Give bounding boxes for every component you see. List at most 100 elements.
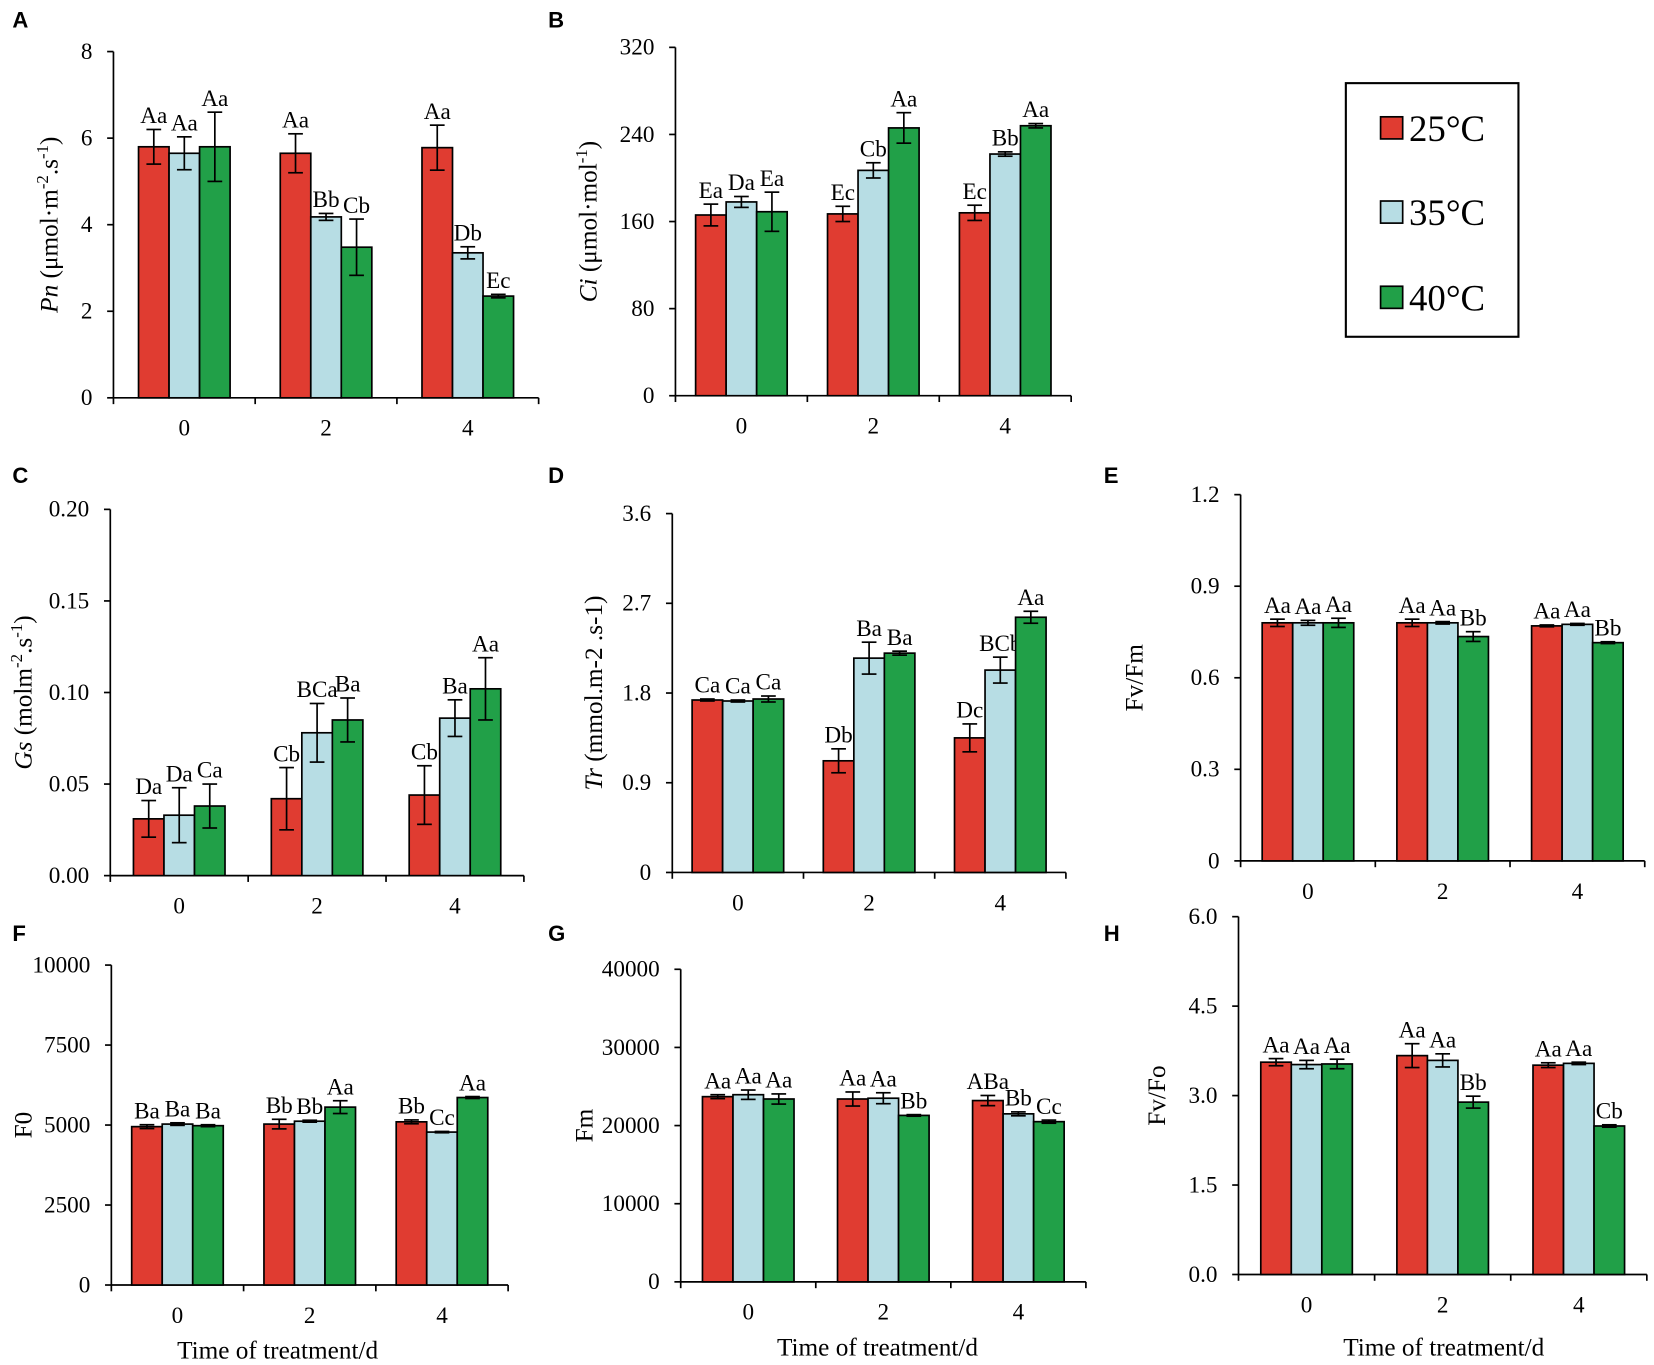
significance-letter-c-35-c-day-4: Ba (442, 674, 468, 700)
y-axis-title-e: Fv/Fm (1121, 644, 1149, 712)
y-axis-title-part: Pn (36, 285, 64, 314)
significance-letter-e-40-c-day-0: Aa (1325, 592, 1352, 618)
error-bar-d-40-c-day-0 (761, 695, 776, 703)
bar-a-25-c-day-4 (421, 146, 454, 399)
bar-a-35-c-day-2 (309, 216, 343, 399)
error-bar-g-40-c-day-4 (1041, 1119, 1057, 1125)
y-axis-title-part: Tr (580, 768, 608, 791)
significance-letter-e-25-c-day-4: Aa (1533, 599, 1560, 625)
x-axis-title-g: Time of treatment/d (777, 1334, 978, 1362)
bar-h-35-c-day-2 (1426, 1059, 1459, 1276)
significance-letter-h-35-c-day-4: Aa (1565, 1036, 1592, 1062)
bar-h-40-c-day-0 (1320, 1063, 1354, 1276)
significance-letter-f-35-c-day-2: Bb (296, 1094, 323, 1120)
y-tick-label: 10000 (32, 952, 90, 978)
bar-f-25-c-day-2 (263, 1123, 296, 1286)
x-tick-label: 2 (863, 890, 875, 916)
significance-letter-h-25-c-day-2: Aa (1399, 1017, 1426, 1043)
legend: 25°C 35°C 40°C (1344, 82, 1520, 338)
error-bar-a-40-c-day-0 (207, 111, 223, 183)
error-bar-f-35-c-day-2 (302, 1119, 318, 1124)
bar-g-40-c-day-0 (762, 1098, 795, 1283)
panel-label-a: A (12, 7, 28, 32)
significance-letter-e-40-c-day-2: Bb (1460, 605, 1487, 631)
y-tick-label: 0.00 (49, 863, 90, 889)
error-bar-d-35-c-day-0 (730, 699, 746, 703)
error-bar-a-40-c-day-2 (349, 218, 364, 277)
bar-b-25-c-day-4 (958, 211, 991, 397)
significance-letter-d-40-c-day-4: Aa (1017, 585, 1044, 611)
bar-e-25-c-day-2 (1396, 621, 1429, 862)
error-bar-h-35-c-day-4 (1571, 1061, 1587, 1066)
bar-a-40-c-day-0 (198, 145, 231, 399)
bar-d-25-c-day-4 (953, 737, 986, 874)
bar-h-25-c-day-0 (1259, 1061, 1293, 1276)
y-axis-title-part: -1 (33, 145, 52, 159)
significance-letter-b-35-c-day-4: Bb (992, 126, 1019, 152)
y-tick-label: 3.6 (622, 501, 651, 527)
y-tick-label: 0.9 (622, 770, 651, 796)
significance-letter-g-40-c-day-2: Bb (900, 1088, 927, 1114)
y-tick-label: 0.3 (1191, 757, 1220, 783)
significance-letter-g-25-c-day-0: Aa (704, 1068, 731, 1094)
y-tick-label: 240 (620, 122, 655, 148)
significance-letter-g-35-c-day-0: Aa (735, 1064, 762, 1090)
error-bar-e-25-c-day-4 (1539, 624, 1555, 628)
error-bar-e-35-c-day-0 (1300, 619, 1316, 627)
bar-a-35-c-day-4 (451, 251, 484, 399)
bar-e-25-c-day-4 (1530, 625, 1563, 862)
y-axis-title-d: Tr (mmol.m-2 .s-1) (580, 596, 608, 791)
x-tick-label: 4 (1572, 879, 1584, 905)
bar-g-35-c-day-0 (732, 1093, 765, 1283)
error-bar-f-25-c-day-0 (139, 1123, 155, 1130)
significance-letter-g-25-c-day-2: Aa (839, 1066, 866, 1092)
y-tick-label: 40000 (602, 957, 660, 983)
y-tick-label: 4.5 (1189, 993, 1218, 1019)
y-tick-label: 0.0 (1189, 1262, 1218, 1288)
bar-b-35-c-day-0 (725, 201, 758, 397)
error-bar-b-40-c-day-4 (1028, 122, 1044, 129)
error-bar-c-25-c-day-4 (417, 764, 432, 826)
significance-letter-e-25-c-day-2: Aa (1399, 593, 1426, 619)
y-tick-label: 6.0 (1189, 904, 1218, 930)
significance-letter-c-40-c-day-2: Ba (335, 672, 361, 698)
error-bar-e-25-c-day-0 (1270, 618, 1285, 628)
bar-c-35-c-day-0 (163, 814, 196, 877)
bar-b-40-c-day-2 (887, 127, 920, 397)
error-bar-e-40-c-day-2 (1465, 630, 1481, 643)
bar-d-40-c-day-0 (752, 698, 785, 874)
y-tick-label: 0 (1208, 848, 1220, 874)
y-tick-label: 1.2 (1191, 482, 1220, 508)
bar-e-35-c-day-4 (1561, 623, 1594, 862)
significance-letter-c-25-c-day-4: Cb (411, 739, 438, 765)
bar-g-40-c-day-2 (897, 1114, 930, 1283)
bar-g-35-c-day-4 (1002, 1113, 1035, 1283)
x-tick-label: 4 (449, 894, 461, 920)
y-axis-title-h: Fv/Fo (1143, 1065, 1171, 1125)
significance-letter-f-35-c-day-4: Cc (429, 1105, 455, 1131)
bar-e-25-c-day-0 (1261, 621, 1294, 862)
error-bar-a-35-c-day-2 (318, 212, 334, 222)
bar-h-35-c-day-4 (1562, 1062, 1595, 1276)
legend-label-40c: 40°C (1409, 277, 1485, 318)
y-tick-label: 0 (648, 1269, 660, 1295)
y-axis-title-part: .s (36, 159, 64, 175)
y-tick-label: 1.5 (1189, 1172, 1218, 1198)
bar-d-35-c-day-0 (721, 700, 754, 874)
x-tick-label: 4 (462, 416, 474, 442)
error-bar-e-25-c-day-2 (1404, 618, 1420, 628)
error-bar-e-35-c-day-2 (1435, 620, 1451, 625)
error-bar-c-40-c-day-0 (202, 783, 218, 829)
error-bar-c-35-c-day-4 (447, 698, 463, 738)
x-tick-label: 0 (173, 894, 185, 920)
y-axis-title-part: Ci (575, 278, 603, 302)
bar-f-40-c-day-0 (191, 1124, 225, 1286)
significance-letter-h-25-c-day-0: Aa (1263, 1032, 1290, 1058)
bar-b-35-c-day-4 (989, 153, 1022, 397)
error-bar-g-25-c-day-0 (710, 1093, 726, 1100)
y-tick-label: 2500 (44, 1192, 90, 1218)
significance-letter-g-35-c-day-2: Aa (870, 1066, 897, 1092)
error-bar-d-25-c-day-0 (700, 698, 715, 702)
y-tick-label: 0 (81, 385, 93, 411)
error-bar-f-40-c-day-4 (465, 1095, 480, 1100)
